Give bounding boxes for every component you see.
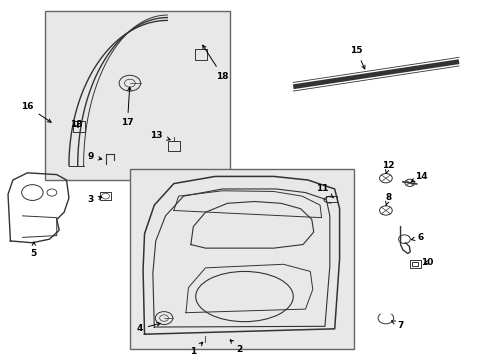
Text: 7: 7: [391, 321, 403, 330]
Text: 8: 8: [385, 193, 391, 205]
Bar: [325, 196, 336, 202]
Text: 18: 18: [203, 45, 228, 81]
Text: 3: 3: [88, 195, 102, 204]
Text: 9: 9: [87, 152, 102, 161]
Bar: [130, 169, 353, 348]
Text: 17: 17: [121, 87, 134, 127]
Text: 12: 12: [381, 161, 394, 174]
Text: 16: 16: [21, 102, 51, 122]
Text: 15: 15: [350, 46, 364, 69]
Bar: [167, 141, 179, 151]
Bar: [44, 12, 229, 180]
Bar: [194, 49, 206, 60]
Text: 18: 18: [70, 120, 82, 129]
Bar: [100, 192, 111, 200]
Text: 2: 2: [230, 340, 242, 354]
Text: 4: 4: [136, 323, 160, 333]
Text: 11: 11: [316, 184, 333, 198]
Text: 14: 14: [410, 172, 427, 182]
Bar: [409, 260, 420, 268]
Text: 10: 10: [420, 258, 433, 267]
Bar: [73, 121, 84, 132]
Bar: [411, 262, 417, 266]
Text: 5: 5: [31, 242, 37, 258]
Text: 6: 6: [410, 233, 423, 242]
Text: 1: 1: [190, 342, 203, 356]
Text: 13: 13: [150, 131, 170, 140]
